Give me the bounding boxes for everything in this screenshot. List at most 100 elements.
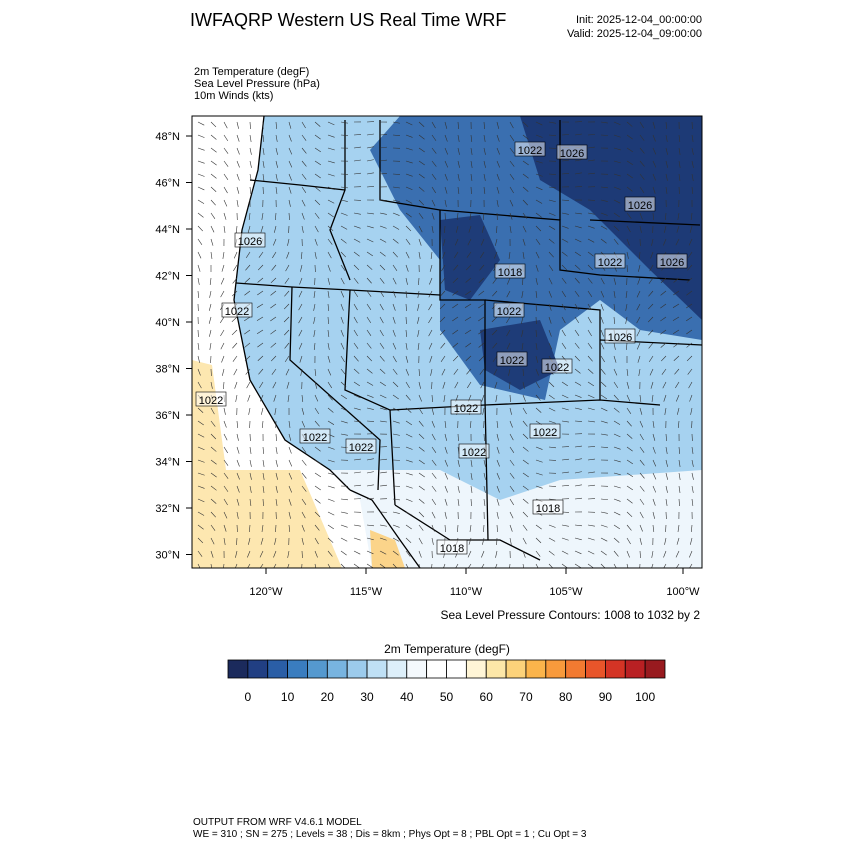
wind-barb: [431, 199, 436, 207]
wind-barb: [288, 134, 292, 142]
colorbar-tick-label: 20: [321, 690, 335, 704]
contour-label: 1026: [608, 332, 632, 344]
wind-barb: [470, 485, 473, 493]
wind-barb: [209, 290, 212, 298]
wind-barb: [678, 498, 680, 507]
contour-label-box: [594, 253, 626, 269]
wind-barb: [548, 251, 554, 258]
wind-barb: [535, 121, 543, 126]
wind-barb: [561, 537, 569, 541]
wind-barb: [521, 329, 524, 337]
wind-barb: [314, 238, 318, 246]
wind-barb: [677, 420, 680, 428]
wind-barb: [676, 407, 680, 415]
wind-barb: [258, 251, 264, 258]
wind-barb: [271, 264, 277, 271]
wind-barb: [197, 368, 201, 376]
wind-barb: [626, 459, 634, 465]
wind-barb: [574, 225, 582, 229]
wind-barb: [379, 355, 385, 362]
wind-barb: [301, 212, 305, 220]
wind-barb: [587, 159, 595, 162]
contour-label-box: [436, 539, 468, 555]
wind-barb: [574, 355, 581, 362]
wind-barb: [522, 407, 527, 415]
wind-barb: [468, 537, 472, 545]
wind-barb: [509, 121, 514, 129]
wind-barb: [379, 264, 386, 271]
wind-barb: [340, 264, 346, 271]
wind-barb: [535, 342, 538, 350]
wind-barb: [219, 316, 225, 324]
wind-barb: [639, 498, 645, 505]
wind-barb: [626, 121, 633, 127]
wind-barb: [522, 186, 529, 192]
wind-barb: [470, 459, 473, 467]
wind-barb: [418, 251, 421, 259]
colorbar-swatch: [585, 659, 606, 679]
wind-barb: [639, 563, 641, 568]
wind-barb: [652, 472, 657, 480]
wind-barb: [483, 134, 486, 142]
wind-barb: [613, 498, 621, 502]
wind-barb: [483, 147, 486, 155]
wind-barb: [249, 186, 252, 194]
wind-barb: [236, 173, 240, 181]
wind-barb: [392, 225, 400, 230]
wind-barb: [639, 225, 642, 233]
wind-barb: [405, 173, 413, 177]
wind-barb: [223, 472, 229, 479]
wind-barb: [248, 212, 251, 220]
wind-barb: [522, 550, 526, 558]
lon-label: 120°W: [249, 586, 283, 598]
wind-barb: [600, 355, 605, 363]
wind-barb: [587, 290, 593, 298]
wind-barb: [574, 497, 582, 500]
colorbar-tick-label: 50: [440, 690, 454, 704]
wind-barb: [418, 407, 423, 415]
wind-barb: [548, 524, 556, 528]
wind-barb: [231, 316, 238, 323]
wind-barb: [405, 368, 409, 376]
wind-barb: [665, 446, 668, 454]
wind-barb: [481, 225, 485, 233]
wind-barb: [327, 459, 335, 463]
wind-barb: [444, 472, 449, 480]
wind-barb: [274, 407, 277, 415]
wind-barb: [574, 329, 580, 336]
wind-barb: [223, 147, 229, 154]
wind-barb: [223, 160, 229, 167]
wind-barb: [509, 446, 515, 454]
wind-barb: [288, 433, 292, 441]
wind-barb: [613, 550, 619, 557]
wind-barb: [587, 446, 596, 448]
wind-barb: [561, 251, 568, 257]
wind-barb: [210, 134, 217, 140]
wind-barb: [392, 316, 396, 324]
wind-barb: [353, 420, 361, 423]
wind-barb: [496, 524, 498, 533]
wind-barb: [626, 134, 633, 140]
wind-barb: [587, 172, 595, 175]
wind-barb: [249, 173, 252, 181]
contour-label: 1026: [238, 236, 262, 248]
wind-barb: [299, 355, 303, 363]
wind-barb: [535, 160, 543, 164]
wind-barb: [464, 303, 472, 308]
wind-barb: [197, 342, 200, 350]
wind-barb: [210, 121, 217, 128]
wind-barb: [379, 146, 387, 149]
wind-barb: [314, 212, 320, 219]
wind-barb: [587, 471, 595, 474]
wind-barb: [587, 329, 592, 337]
wind-barb: [379, 251, 386, 257]
wind-barb: [648, 277, 654, 284]
wind-barb: [431, 186, 436, 194]
colorbar-swatch: [545, 659, 567, 679]
wind-barb: [210, 173, 217, 179]
wind-barb: [283, 316, 290, 323]
wind-barb: [283, 303, 290, 310]
wind-barb: [327, 147, 335, 151]
wind-barb: [613, 420, 621, 425]
wind-barb: [223, 186, 228, 194]
